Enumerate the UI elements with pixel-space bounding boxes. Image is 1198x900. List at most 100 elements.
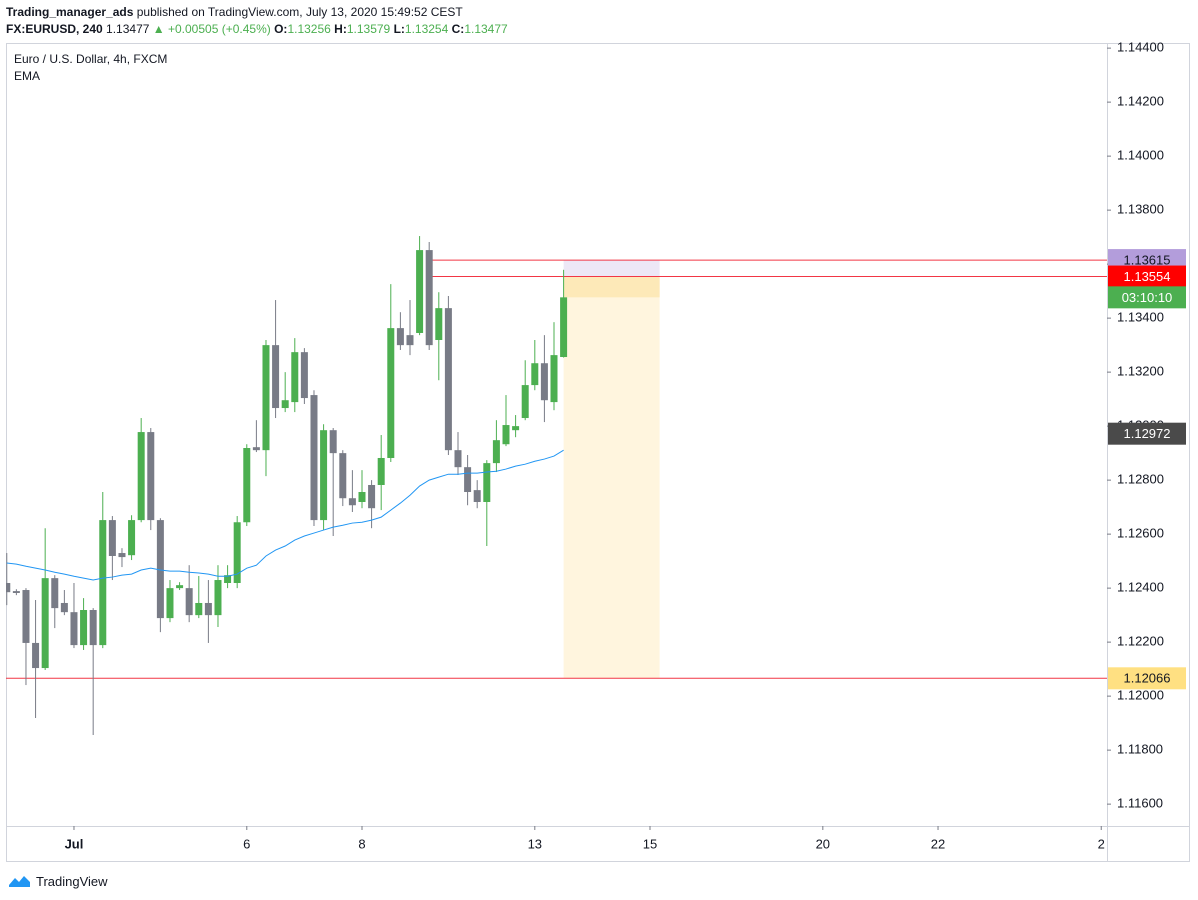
plot xyxy=(6,236,1107,736)
candle-body xyxy=(377,457,385,485)
price-label-box xyxy=(1108,422,1186,445)
candle-body xyxy=(281,400,289,409)
price-label: 1.12972 xyxy=(1124,426,1171,441)
candle-body xyxy=(329,430,337,454)
frame xyxy=(6,43,1190,862)
y-tick-label: 1.12600 xyxy=(1117,526,1164,541)
candle-body xyxy=(406,335,414,346)
y-tick-label: 1.12400 xyxy=(1117,580,1164,595)
candle-body xyxy=(137,432,145,521)
candle-body xyxy=(32,642,40,669)
y-tick-label: 1.11800 xyxy=(1117,742,1163,757)
candle-body xyxy=(204,602,212,616)
ohlc-label: O: xyxy=(274,22,288,36)
price-label: 1.12066 xyxy=(1124,671,1171,686)
candle-body xyxy=(425,250,433,346)
candle-body xyxy=(560,297,568,358)
candle-body xyxy=(483,463,491,502)
candle-body xyxy=(492,440,500,464)
candle-body xyxy=(387,328,395,458)
y-tick-label: 1.12800 xyxy=(1117,472,1164,487)
candle-body xyxy=(521,385,529,419)
price-label: 1.13615 xyxy=(1124,253,1171,268)
candle-body xyxy=(358,492,366,502)
change: ▲ +0.00505 (+0.45%) xyxy=(152,22,271,36)
candle-body xyxy=(243,448,251,523)
published: published on TradingView.com, July 13, 2… xyxy=(136,5,463,19)
candle-body xyxy=(166,588,174,619)
price-label: 03:10:10 xyxy=(1122,290,1173,305)
x-tick-label: 13 xyxy=(528,836,542,851)
x-tick-label: 20 xyxy=(816,836,830,851)
y-tick-label: 1.13200 xyxy=(1117,364,1164,379)
candle-body xyxy=(185,588,193,616)
filled-zone xyxy=(563,276,660,298)
candle-body xyxy=(339,453,347,499)
ohlc-value: 1.13256 xyxy=(287,22,331,36)
logo xyxy=(9,876,30,887)
candle-body xyxy=(176,585,184,589)
ohlc-value: 1.13254 xyxy=(404,22,449,36)
price-label-box xyxy=(1108,265,1186,288)
x-tick-label: 6 xyxy=(243,836,250,851)
candle-body xyxy=(300,352,308,399)
candle-body xyxy=(156,520,164,619)
candle-body xyxy=(252,447,260,451)
candle-body xyxy=(233,522,241,583)
y-tick-label: 1.11600 xyxy=(1117,796,1163,811)
candle-body xyxy=(214,580,222,616)
candle-body xyxy=(60,602,68,613)
candle-body xyxy=(80,610,88,646)
ohlc-value: 1.13579 xyxy=(346,22,391,36)
legend-title: Euro / U.S. Dollar, 4h, FXCM xyxy=(14,52,167,66)
ohlc-label: C: xyxy=(451,22,465,36)
last-price: 1.13477 xyxy=(106,22,150,36)
candle-body xyxy=(89,610,97,646)
y-tick-label: 1.13800 xyxy=(1117,202,1164,217)
y-tick-label: 1.12200 xyxy=(1117,634,1164,649)
candle-body xyxy=(444,308,452,451)
candle-body xyxy=(368,484,376,509)
candle-body xyxy=(6,583,11,593)
x-tick-label: 22 xyxy=(931,836,945,851)
candle-body xyxy=(540,363,548,401)
stop-zone xyxy=(563,260,660,277)
price-label: 1.13554 xyxy=(1124,269,1171,284)
candle-body xyxy=(348,498,356,506)
candle-body xyxy=(320,430,328,521)
legend-ema: EMA xyxy=(14,69,40,83)
candle-body xyxy=(310,395,318,521)
x-tick-label: Jul xyxy=(65,836,84,851)
candle-body xyxy=(41,578,49,669)
candle-body xyxy=(147,432,155,521)
candle-body xyxy=(128,520,136,556)
candle-body xyxy=(262,345,270,451)
candle-body xyxy=(550,355,558,403)
candle-body xyxy=(291,352,299,403)
y-tick-label: 1.12000 xyxy=(1117,688,1164,703)
candle-body xyxy=(454,450,462,468)
candle-body xyxy=(502,425,510,445)
candle-body xyxy=(435,308,443,340)
candle-body xyxy=(512,426,520,431)
ohlc-value: 1.13477 xyxy=(464,22,508,36)
price-label-box xyxy=(1108,667,1186,690)
y-tick-label: 1.14400 xyxy=(1117,40,1164,55)
ohlc-label: L: xyxy=(393,22,405,36)
candle-body xyxy=(416,250,424,333)
x-tick-label: 2 xyxy=(1098,836,1105,851)
candle-body xyxy=(195,602,203,616)
candle-body xyxy=(272,345,280,409)
symbol-line: FX:EURUSD, 240 1.13477 ▲ +0.00505 (+0.45… xyxy=(6,22,508,36)
x-tick-label: 8 xyxy=(358,836,365,851)
x-tick-label: 15 xyxy=(643,836,657,851)
candle-body xyxy=(99,520,107,646)
ema-line xyxy=(6,449,564,581)
candle-body xyxy=(108,520,116,556)
author: Trading_manager_ads xyxy=(6,5,134,19)
candle-body xyxy=(22,590,30,643)
publish-line: Trading_manager_ads published on Trading… xyxy=(6,5,463,19)
brand: TradingView xyxy=(36,873,108,889)
